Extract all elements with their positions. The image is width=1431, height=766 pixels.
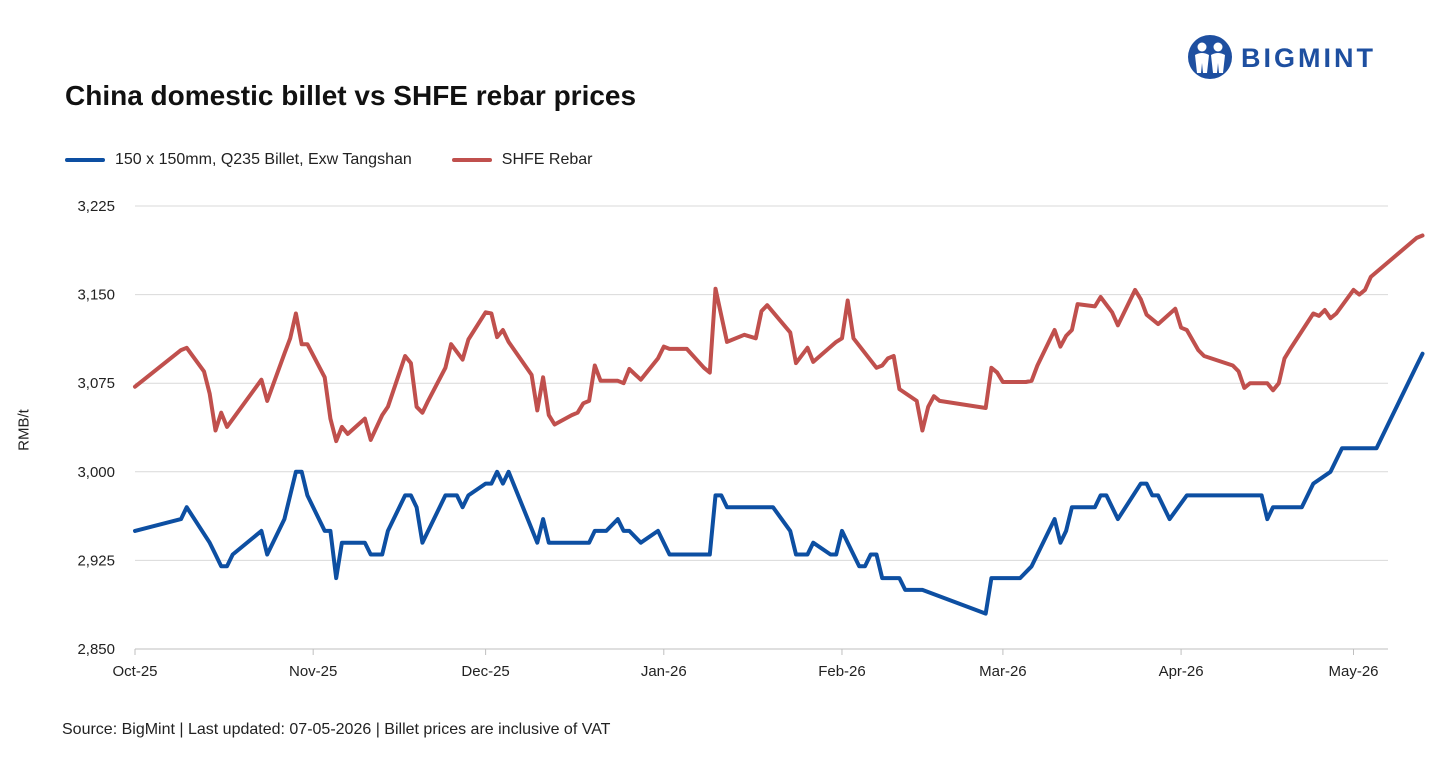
- brand-name: BIGMINT: [1241, 43, 1376, 73]
- chart-legend: 150 x 150mm, Q235 Billet, Exw Tangshan S…: [65, 148, 632, 172]
- y-tick-label: 3,075: [77, 375, 115, 392]
- y-tick-label: 3,150: [77, 287, 115, 304]
- source-note: Source: BigMint | Last updated: 07-05-20…: [62, 721, 611, 738]
- x-tick-label: Oct-25: [112, 663, 157, 680]
- legend-label-billet: 150 x 150mm, Q235 Billet, Exw Tangshan: [115, 151, 412, 168]
- y-tick-label: 2,850: [77, 641, 115, 658]
- legend-swatch-rebar: [451, 158, 492, 162]
- bigmint-logo: BIGMINT: [1186, 33, 1416, 81]
- legend-item-rebar: SHFE Rebar: [451, 151, 593, 169]
- y-tick-label: 2,925: [77, 552, 115, 569]
- y-tick-label: 3,000: [77, 464, 115, 481]
- legend-label-rebar: SHFE Rebar: [501, 151, 593, 168]
- legend-item-billet: 150 x 150mm, Q235 Billet, Exw Tangshan: [65, 151, 412, 169]
- chart-title: China domestic billet vs SHFE rebar pric…: [65, 80, 637, 111]
- legend-swatch-billet: [65, 158, 105, 162]
- x-tick-label: Jan-26: [641, 663, 687, 680]
- x-tick-label: Feb-26: [818, 663, 866, 680]
- series-line-rebar: [133, 233, 1425, 444]
- bigmint-emblem-icon: [1188, 35, 1232, 79]
- x-tick-label: May-26: [1328, 663, 1378, 680]
- x-tick-label: Mar-26: [979, 663, 1027, 680]
- series-line-billet: [133, 351, 1425, 616]
- x-tick-label: Apr-26: [1159, 663, 1204, 680]
- y-tick-label: 3,225: [77, 198, 115, 215]
- x-tick-label: Nov-25: [289, 663, 337, 680]
- x-tick-label: Dec-25: [461, 663, 509, 680]
